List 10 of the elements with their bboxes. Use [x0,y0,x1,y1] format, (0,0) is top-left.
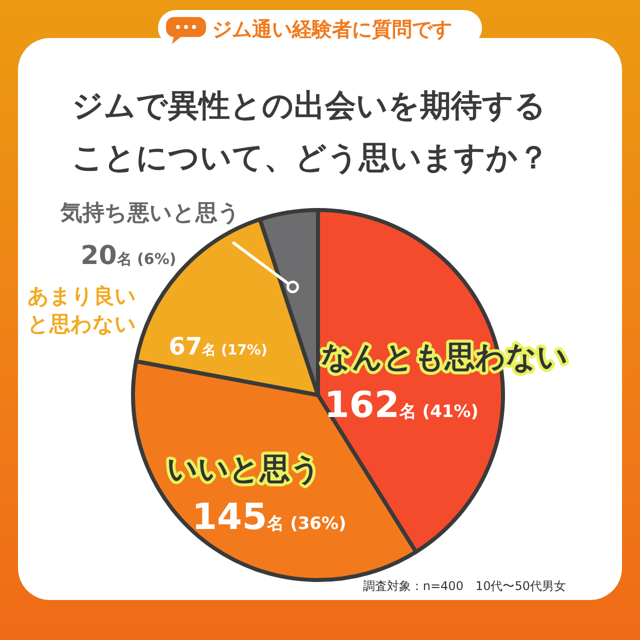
data-label: 145名 (36%) [192,497,346,538]
slice-label: 気持ち悪いと思う [60,201,241,226]
slice-label: いいと思う [166,452,321,488]
data-label: 67名 (17%) [168,332,268,361]
chart-title: ジムで異性との出会いを期待することについて、どう思いますか？ [72,88,549,176]
chart-subtitle: ジム通い経験者に質問です [212,17,452,41]
data-label: 162名 (41%) [324,384,479,426]
text: 調査対象：n=400 10代〜50代男女 [362,579,566,593]
data-label: 20名 (6%) [80,241,176,272]
slice-label: あまり良いと思わない [28,284,137,336]
